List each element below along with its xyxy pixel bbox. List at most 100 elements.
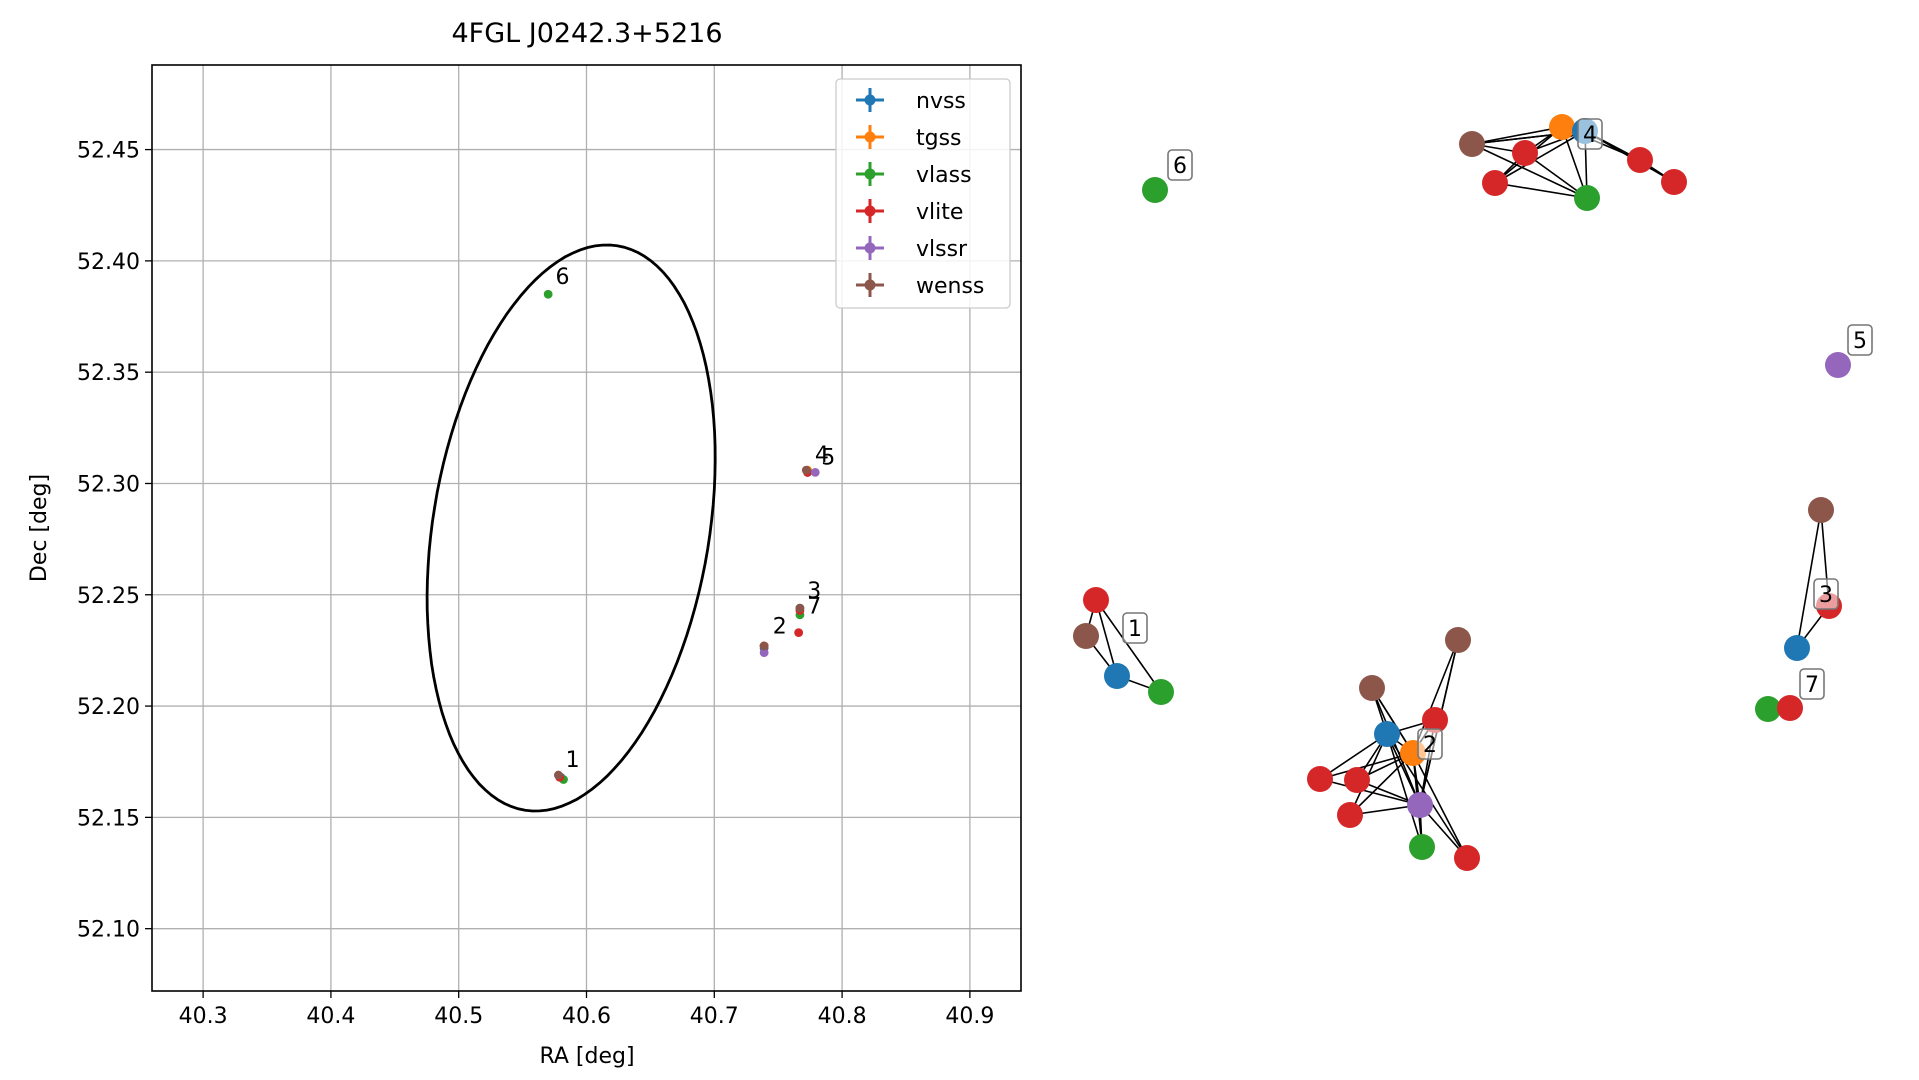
x-tick-label: 40.9 — [945, 1004, 994, 1029]
network-node-vlite — [1512, 140, 1538, 166]
y-tick-label: 52.40 — [77, 250, 140, 275]
cluster-label: 4 — [1577, 118, 1603, 150]
source-label: 1 — [566, 748, 580, 773]
legend-entry-vlass: vlass — [856, 162, 972, 188]
cluster-label-text: 3 — [1819, 583, 1833, 608]
x-tick-label: 40.3 — [179, 1004, 228, 1029]
network-node-vlite — [1422, 707, 1448, 733]
network-node-vlite — [1777, 695, 1803, 721]
cluster-label-box — [1167, 149, 1193, 181]
cluster-label-box — [1417, 728, 1443, 760]
legend-marker — [864, 205, 876, 217]
legend-label: vlssr — [916, 237, 968, 262]
legend-label: tgss — [916, 126, 962, 151]
source-label: 6 — [555, 265, 569, 290]
point-wenss — [795, 603, 805, 613]
legend-entry-nvss: nvss — [856, 88, 966, 114]
y-tick-label: 52.35 — [77, 361, 140, 386]
legend-label: vlass — [916, 163, 972, 188]
legend-marker — [864, 279, 876, 291]
point-wenss — [759, 641, 769, 651]
network-edge — [1494, 182, 1588, 199]
legend-entry-wenss: wenss — [856, 273, 984, 299]
network-edge — [1095, 599, 1118, 677]
network-node-nvss — [1104, 663, 1130, 689]
x-tick-label: 40.5 — [434, 1004, 483, 1029]
x-axis-label: RA [deg] — [539, 1044, 634, 1069]
cluster-label: 1 — [1122, 612, 1148, 644]
network-node-vlite — [1482, 170, 1508, 196]
network-graph: 1 2 3 4 5 6 7 — [1073, 114, 1873, 871]
x-tick-label: 40.4 — [306, 1004, 355, 1029]
x-ticks: 40.3 40.4 40.5 40.6 40.7 40.8 40.9 — [179, 991, 994, 1029]
network-node-vlite — [1454, 845, 1480, 871]
point-vlite — [794, 628, 804, 638]
y-tick-label: 52.10 — [77, 918, 140, 943]
source-label: 7 — [807, 594, 821, 619]
network-node-tgss — [1549, 114, 1575, 140]
network-node-vlssr — [1825, 352, 1851, 378]
network-edge — [1471, 126, 1563, 145]
network-node-wenss — [1445, 627, 1471, 653]
network-edge — [1095, 599, 1162, 693]
chart-title: 4FGL J0242.3+5216 — [451, 18, 722, 49]
y-tick-label: 52.30 — [77, 472, 140, 497]
cluster-label-text: 4 — [1583, 123, 1597, 148]
error-ellipse — [425, 243, 717, 813]
cluster-label: 5 — [1847, 324, 1873, 356]
y-tick-label: 52.20 — [77, 695, 140, 720]
network-edge — [1386, 733, 1423, 848]
points-layer — [543, 289, 820, 784]
legend-marker — [864, 131, 876, 143]
x-tick-label: 40.7 — [690, 1004, 739, 1029]
cluster-label: 3 — [1813, 578, 1839, 610]
legend-entry-vlssr: vlssr — [856, 236, 968, 262]
network-node-wenss — [1359, 675, 1385, 701]
legend-entry-vlite: vlite — [856, 199, 963, 225]
legend-marker — [864, 168, 876, 180]
network-edge — [1412, 752, 1468, 859]
network-edge — [1371, 687, 1421, 806]
network-edge — [1494, 130, 1586, 184]
network-node-vlssr — [1407, 792, 1433, 818]
legend: nvss tgss vlass vlite vlssr wenss — [835, 78, 1011, 309]
network-node-wenss — [1073, 623, 1099, 649]
point-wenss — [553, 770, 563, 780]
legend-label: vlite — [916, 200, 963, 225]
cluster-label: 2 — [1417, 728, 1443, 760]
y-tick-label: 52.15 — [77, 806, 140, 831]
network-nodes — [1073, 114, 1851, 871]
network-node-vlite — [1337, 802, 1363, 828]
network-node-vlite — [1627, 147, 1653, 173]
network-node-vlass — [1409, 834, 1435, 860]
network-node-nvss — [1784, 635, 1810, 661]
network-edge — [1319, 778, 1421, 806]
legend-marker — [864, 94, 876, 106]
network-node-vlite — [1307, 766, 1333, 792]
network-labels: 1 2 3 4 5 6 7 — [1122, 118, 1873, 760]
cluster-label-text: 5 — [1853, 329, 1867, 354]
network-edge — [1319, 733, 1388, 780]
legend-entry-tgss: tgss — [856, 125, 962, 151]
x-tick-label: 40.6 — [562, 1004, 611, 1029]
point-vlass — [543, 289, 553, 299]
network-edges — [1085, 126, 1830, 859]
y-axis-label: Dec [deg] — [27, 474, 52, 582]
cluster-label-box — [1813, 578, 1839, 610]
network-node-vlite — [1083, 587, 1109, 613]
network-node-wenss — [1808, 497, 1834, 523]
network-node-vlite — [1661, 169, 1687, 195]
source-label: 2 — [773, 615, 787, 640]
network-node-vlite — [1344, 767, 1370, 793]
point-wenss — [801, 465, 811, 475]
cluster-label-text: 2 — [1423, 733, 1437, 758]
network-node-vlass — [1574, 185, 1600, 211]
network-edge — [1796, 509, 1822, 649]
cluster-label-text: 1 — [1128, 617, 1142, 642]
network-node-wenss — [1459, 131, 1485, 157]
legend-label: nvss — [916, 89, 966, 114]
cluster-label: 6 — [1167, 149, 1193, 181]
cluster-label-text: 7 — [1805, 673, 1819, 698]
